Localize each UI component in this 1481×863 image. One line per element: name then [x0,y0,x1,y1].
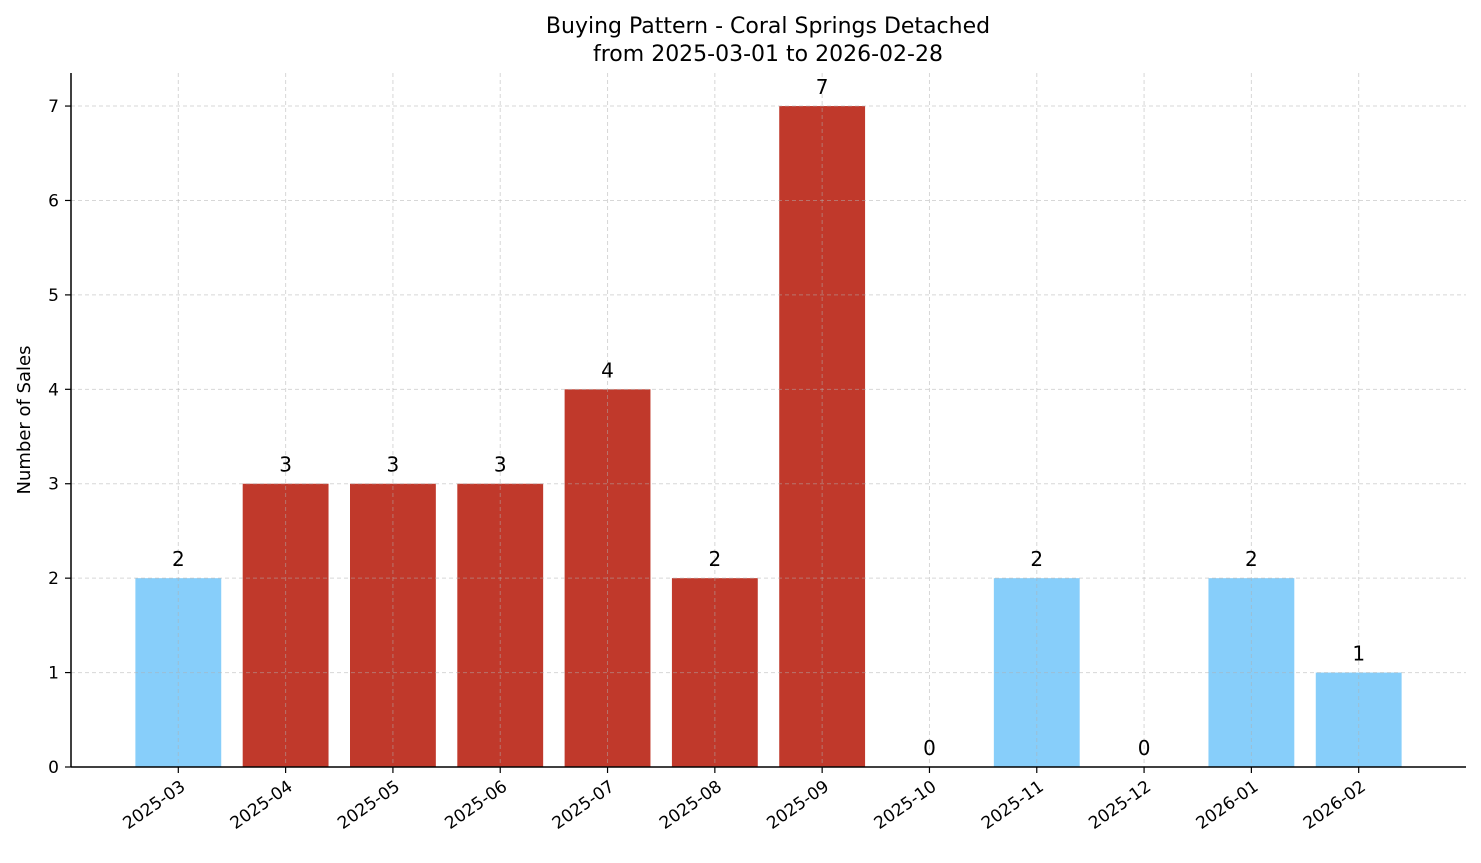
y-tick-label: 4 [48,380,59,400]
data-label: 4 [601,358,614,382]
data-label: 2 [708,547,721,571]
grid [71,73,1466,768]
x-tick-label: 2025-03 [120,777,190,834]
y-tick-label: 6 [48,191,59,211]
bars [135,106,1402,768]
chart-subtitle: from 2025-03-01 to 2026-02-28 [593,42,943,67]
data-label: 0 [923,736,936,760]
x-tick-label: 2025-10 [871,777,941,834]
data-label: 2 [1030,547,1043,571]
y-tick-label: 7 [48,97,59,117]
y-tick-label: 1 [48,664,59,684]
x-tick-label: 2025-11 [978,777,1048,834]
x-tick-label: 2026-02 [1300,777,1370,834]
y-tick-label: 0 [48,758,59,778]
bar-2025-09 [779,106,866,768]
x-tick-label: 2026-01 [1193,777,1263,834]
x-tick-label: 2025-04 [227,777,297,834]
x-tick-label: 2025-12 [1085,777,1155,834]
y-tick-label: 5 [48,286,59,306]
y-tick-label: 3 [48,475,59,495]
data-label: 7 [816,75,829,99]
y-axis-label: Number of Sales [14,345,35,494]
data-label: 1 [1352,642,1365,666]
x-tick-label: 2025-05 [334,777,404,834]
x-tick-label: 2025-07 [549,777,619,834]
data-label: 3 [279,453,292,477]
data-label: 0 [1138,736,1151,760]
x-tick-label: 2025-06 [441,777,511,834]
y-tick-label: 2 [48,569,59,589]
data-label: 3 [494,453,507,477]
x-tick-label: 2025-08 [656,777,726,834]
x-tick-label: 2025-09 [763,777,833,834]
data-label: 2 [1245,547,1258,571]
chart-title: Buying Pattern - Coral Springs Detached [546,14,990,39]
data-label: 3 [387,453,400,477]
data-label: 2 [172,547,185,571]
data-labels: 2 3 3 3 4 2 7 0 2 0 2 1 [172,75,1365,760]
